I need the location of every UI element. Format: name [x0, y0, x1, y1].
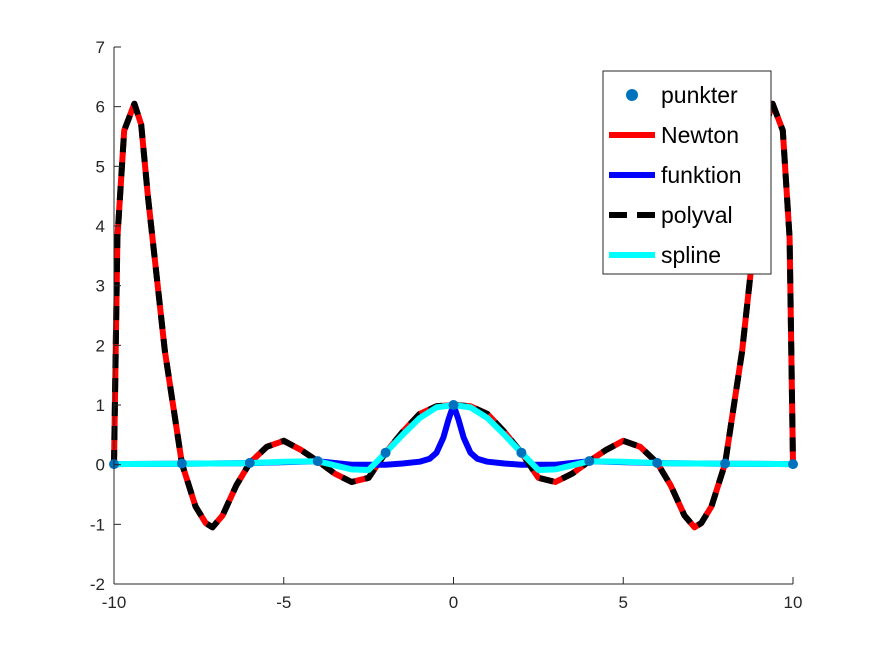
y-tick-label: 3 — [96, 277, 105, 296]
data-point-marker — [720, 458, 731, 469]
legend-label: polyval — [661, 202, 733, 228]
y-tick-label: 1 — [96, 396, 105, 415]
data-point-marker — [516, 447, 527, 458]
data-point-marker — [448, 400, 459, 410]
legend-item-newton: Newton — [609, 122, 739, 148]
legend: punkter Newton funktion polyval spline — [602, 70, 772, 275]
x-tick-label: -5 — [276, 593, 291, 612]
y-tick-label: 2 — [96, 336, 105, 355]
legend-item-polyval: polyval — [609, 202, 733, 228]
x-tick-label: 0 — [449, 593, 458, 612]
legend-label: Newton — [661, 122, 739, 148]
x-tick-label: -10 — [102, 593, 127, 612]
y-tick-label: -1 — [90, 515, 105, 534]
data-point-marker — [380, 447, 391, 458]
legend-label: punkter — [661, 82, 738, 108]
data-point-marker — [176, 458, 187, 469]
y-tick-label: 7 — [96, 38, 105, 57]
y-tick-label: 0 — [96, 456, 105, 475]
x-tick-label: 10 — [784, 593, 803, 612]
y-tick-label: 5 — [96, 157, 105, 176]
data-point-marker — [584, 456, 595, 467]
y-tick-label: 6 — [96, 98, 105, 117]
data-point-marker — [244, 457, 255, 468]
data-point-marker — [788, 459, 798, 470]
legend-label: spline — [661, 242, 721, 268]
plot-series — [109, 100, 798, 531]
legend-swatch-marker — [626, 89, 638, 101]
y-tick-label: -2 — [90, 575, 105, 594]
legend-label: funktion — [661, 162, 742, 188]
y-tick-label: 4 — [96, 217, 105, 236]
data-point-marker — [652, 457, 663, 468]
legend-item-spline: spline — [609, 242, 721, 268]
legend-item-funktion: funktion — [609, 162, 742, 188]
x-tick-label: 5 — [619, 593, 628, 612]
data-point-marker — [312, 456, 323, 467]
legend-item-punkter: punkter — [626, 82, 738, 108]
